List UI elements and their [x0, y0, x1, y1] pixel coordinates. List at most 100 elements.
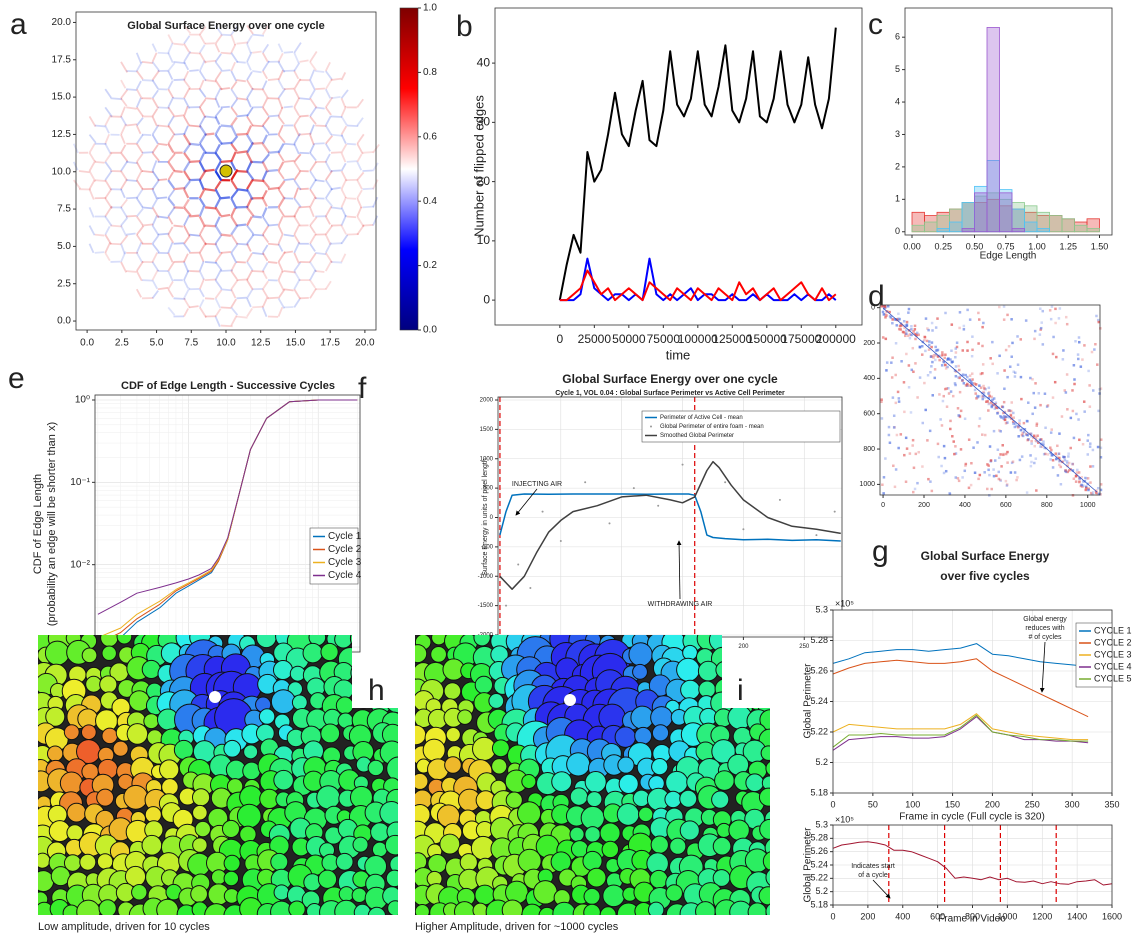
matrix-cell	[944, 363, 947, 366]
network-edge	[189, 69, 199, 72]
matrix-cell	[992, 468, 995, 471]
matrix-cell	[981, 325, 984, 329]
hist-bar	[974, 192, 988, 233]
matrix-cell	[1013, 471, 1017, 474]
matrix-cell	[1015, 478, 1018, 482]
matrix-cell	[880, 417, 884, 420]
network-edge	[88, 188, 95, 200]
network-edge	[104, 106, 113, 118]
matrix-cell	[978, 417, 982, 420]
foam-cell	[618, 773, 639, 794]
network-edge	[340, 214, 347, 226]
matrix-cell	[1051, 352, 1055, 356]
network-edge	[246, 243, 252, 252]
matrix-cell	[936, 317, 939, 320]
network-edge	[198, 133, 207, 145]
network-edge	[293, 115, 301, 127]
network-edge	[293, 125, 301, 137]
matrix-cell	[958, 311, 962, 314]
matrix-cell	[991, 398, 994, 402]
matrix-cell	[1021, 427, 1024, 431]
matrix-cell	[1076, 468, 1079, 472]
network-edge	[252, 178, 265, 183]
matrix-cell	[962, 328, 966, 331]
network-edge	[183, 206, 192, 217]
matrix-cell	[936, 355, 940, 358]
point	[584, 481, 587, 484]
x-tick-label: 350	[1104, 799, 1119, 809]
network-edge	[135, 188, 144, 199]
network-edge	[167, 270, 174, 282]
point	[529, 587, 532, 590]
matrix-cell	[994, 401, 998, 405]
matrix-cell	[897, 327, 901, 331]
foam-cell	[386, 680, 398, 696]
network-edge	[151, 160, 158, 172]
network-edge	[246, 141, 255, 154]
network-edge	[277, 297, 286, 309]
matrix-cell	[932, 356, 935, 359]
matrix-cell	[927, 477, 930, 481]
matrix-cell	[1016, 363, 1020, 367]
matrix-cell	[930, 365, 933, 368]
matrix-cell	[1006, 461, 1009, 464]
foam-cell	[291, 694, 308, 711]
network-edge	[246, 115, 254, 127]
network-edge	[167, 70, 174, 80]
network-edge	[246, 178, 254, 190]
network-edge	[293, 206, 301, 217]
network-edge	[167, 206, 176, 217]
network-edge	[277, 234, 284, 245]
network-edge	[261, 60, 270, 72]
network-edge	[167, 52, 174, 63]
foam-cell	[583, 903, 601, 915]
foam-cell	[431, 635, 447, 646]
x-tick-label: 0.00	[903, 241, 921, 251]
matrix-cell	[924, 349, 927, 353]
matrix-cell	[970, 372, 974, 375]
matrix-cell	[926, 373, 930, 377]
matrix-cell	[1022, 430, 1026, 434]
foam-cell	[759, 709, 770, 731]
matrix-cell	[1052, 335, 1055, 339]
matrix-cell	[1033, 461, 1036, 465]
network-edge	[246, 134, 254, 145]
network-edge	[173, 242, 184, 245]
foam-cell	[338, 886, 355, 902]
matrix-cell	[1049, 431, 1053, 434]
network-edge	[135, 171, 143, 181]
plot-frame	[879, 304, 1101, 496]
matrix-cell	[957, 368, 961, 372]
network-edge	[151, 70, 160, 81]
y-tick-label: 30	[477, 115, 491, 129]
matrix-cell	[1095, 491, 1098, 494]
matrix-cell	[1066, 470, 1069, 474]
network-edge	[246, 297, 252, 308]
matrix-cell	[1097, 320, 1101, 324]
foam-cell	[676, 657, 701, 682]
network-edge	[198, 106, 207, 119]
matrix-cell	[1071, 469, 1075, 472]
matrix-cell	[907, 311, 910, 314]
matrix-cell	[905, 447, 909, 450]
matrix-cell	[897, 446, 900, 450]
foam-cell	[422, 738, 446, 762]
network-edge	[214, 289, 223, 299]
network-edge	[183, 87, 191, 99]
network-edge	[315, 179, 325, 183]
network-edge	[183, 24, 192, 34]
matrix-cell	[885, 369, 888, 372]
network-edge	[167, 88, 174, 99]
network-edge	[309, 196, 316, 208]
matrix-cell	[881, 336, 885, 339]
matrix-cell	[990, 405, 994, 409]
matrix-cell	[1074, 340, 1077, 343]
matrix-cell	[911, 444, 914, 447]
matrix-cell	[957, 376, 960, 379]
network-edge	[167, 42, 174, 54]
matrix-cell	[1041, 343, 1045, 346]
matrix-cell	[1097, 492, 1101, 495]
matrix-cell	[929, 371, 932, 374]
matrix-cell	[914, 362, 917, 365]
foam-cell	[79, 853, 97, 871]
